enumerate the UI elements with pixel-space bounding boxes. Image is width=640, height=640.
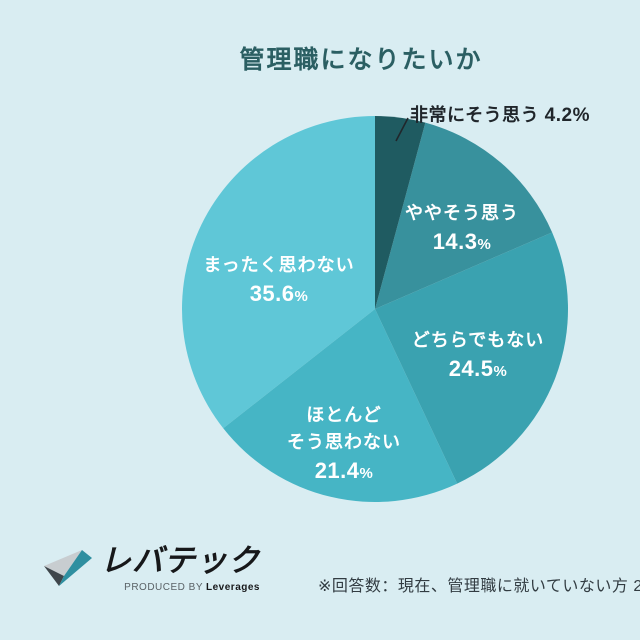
slice-label-somewhat: ややそう思う 14.3% (405, 200, 519, 260)
company-name: Leverages (206, 582, 260, 593)
slice-label-text-line1: ほとんど (306, 405, 382, 425)
percent-symbol: % (572, 105, 590, 126)
slice-label-text-line2: そう思わない (287, 432, 401, 452)
percent-symbol: % (493, 363, 508, 380)
brand-name: レバテック (100, 543, 260, 578)
slice-label-text: 非常にそう思う (410, 105, 540, 125)
slice-label-very-much: 非常にそう思う 4.2% (410, 101, 590, 127)
slice-label-text: どちらでもない (411, 330, 545, 350)
callout-leader-line (395, 117, 409, 142)
produced-by-label: PRODUCED BY (124, 582, 204, 593)
footnote: ※回答数：現在、管理職に就いていない方 2 (318, 578, 640, 595)
chart-title: 管理職になりたいか (239, 46, 483, 74)
pie-slice-1 (375, 116, 426, 309)
slice-value-text: 24.5 (448, 356, 494, 381)
slice-label-text: ややそう思う (405, 203, 519, 223)
slice-label-neutral: どちらでもない 24.5% (412, 327, 544, 387)
slice-value-text: 4.2 (544, 105, 573, 126)
levtech-logo: レバテック PRODUCED BY Leverages (40, 544, 260, 598)
slice-value-text: 14.3 (432, 229, 478, 254)
percent-symbol: % (359, 465, 374, 482)
slice-label-not-at-all: まったく思わない 35.6% (203, 252, 354, 312)
percent-symbol: % (477, 236, 492, 253)
slice-label-text: まったく思わない (203, 255, 355, 275)
levtech-logo-icon (44, 550, 92, 586)
slice-label-mostly-not: ほとんど そう思わない 21.4% (287, 402, 401, 489)
pie-slice-2 (375, 122, 553, 310)
pie-slice-5 (182, 116, 375, 429)
percent-symbol: % (294, 288, 309, 305)
pie-slice-4 (223, 309, 458, 502)
slice-value-text: 21.4 (314, 458, 360, 483)
slice-value-text: 35.6 (249, 281, 295, 306)
pie-slice-3 (375, 232, 569, 484)
